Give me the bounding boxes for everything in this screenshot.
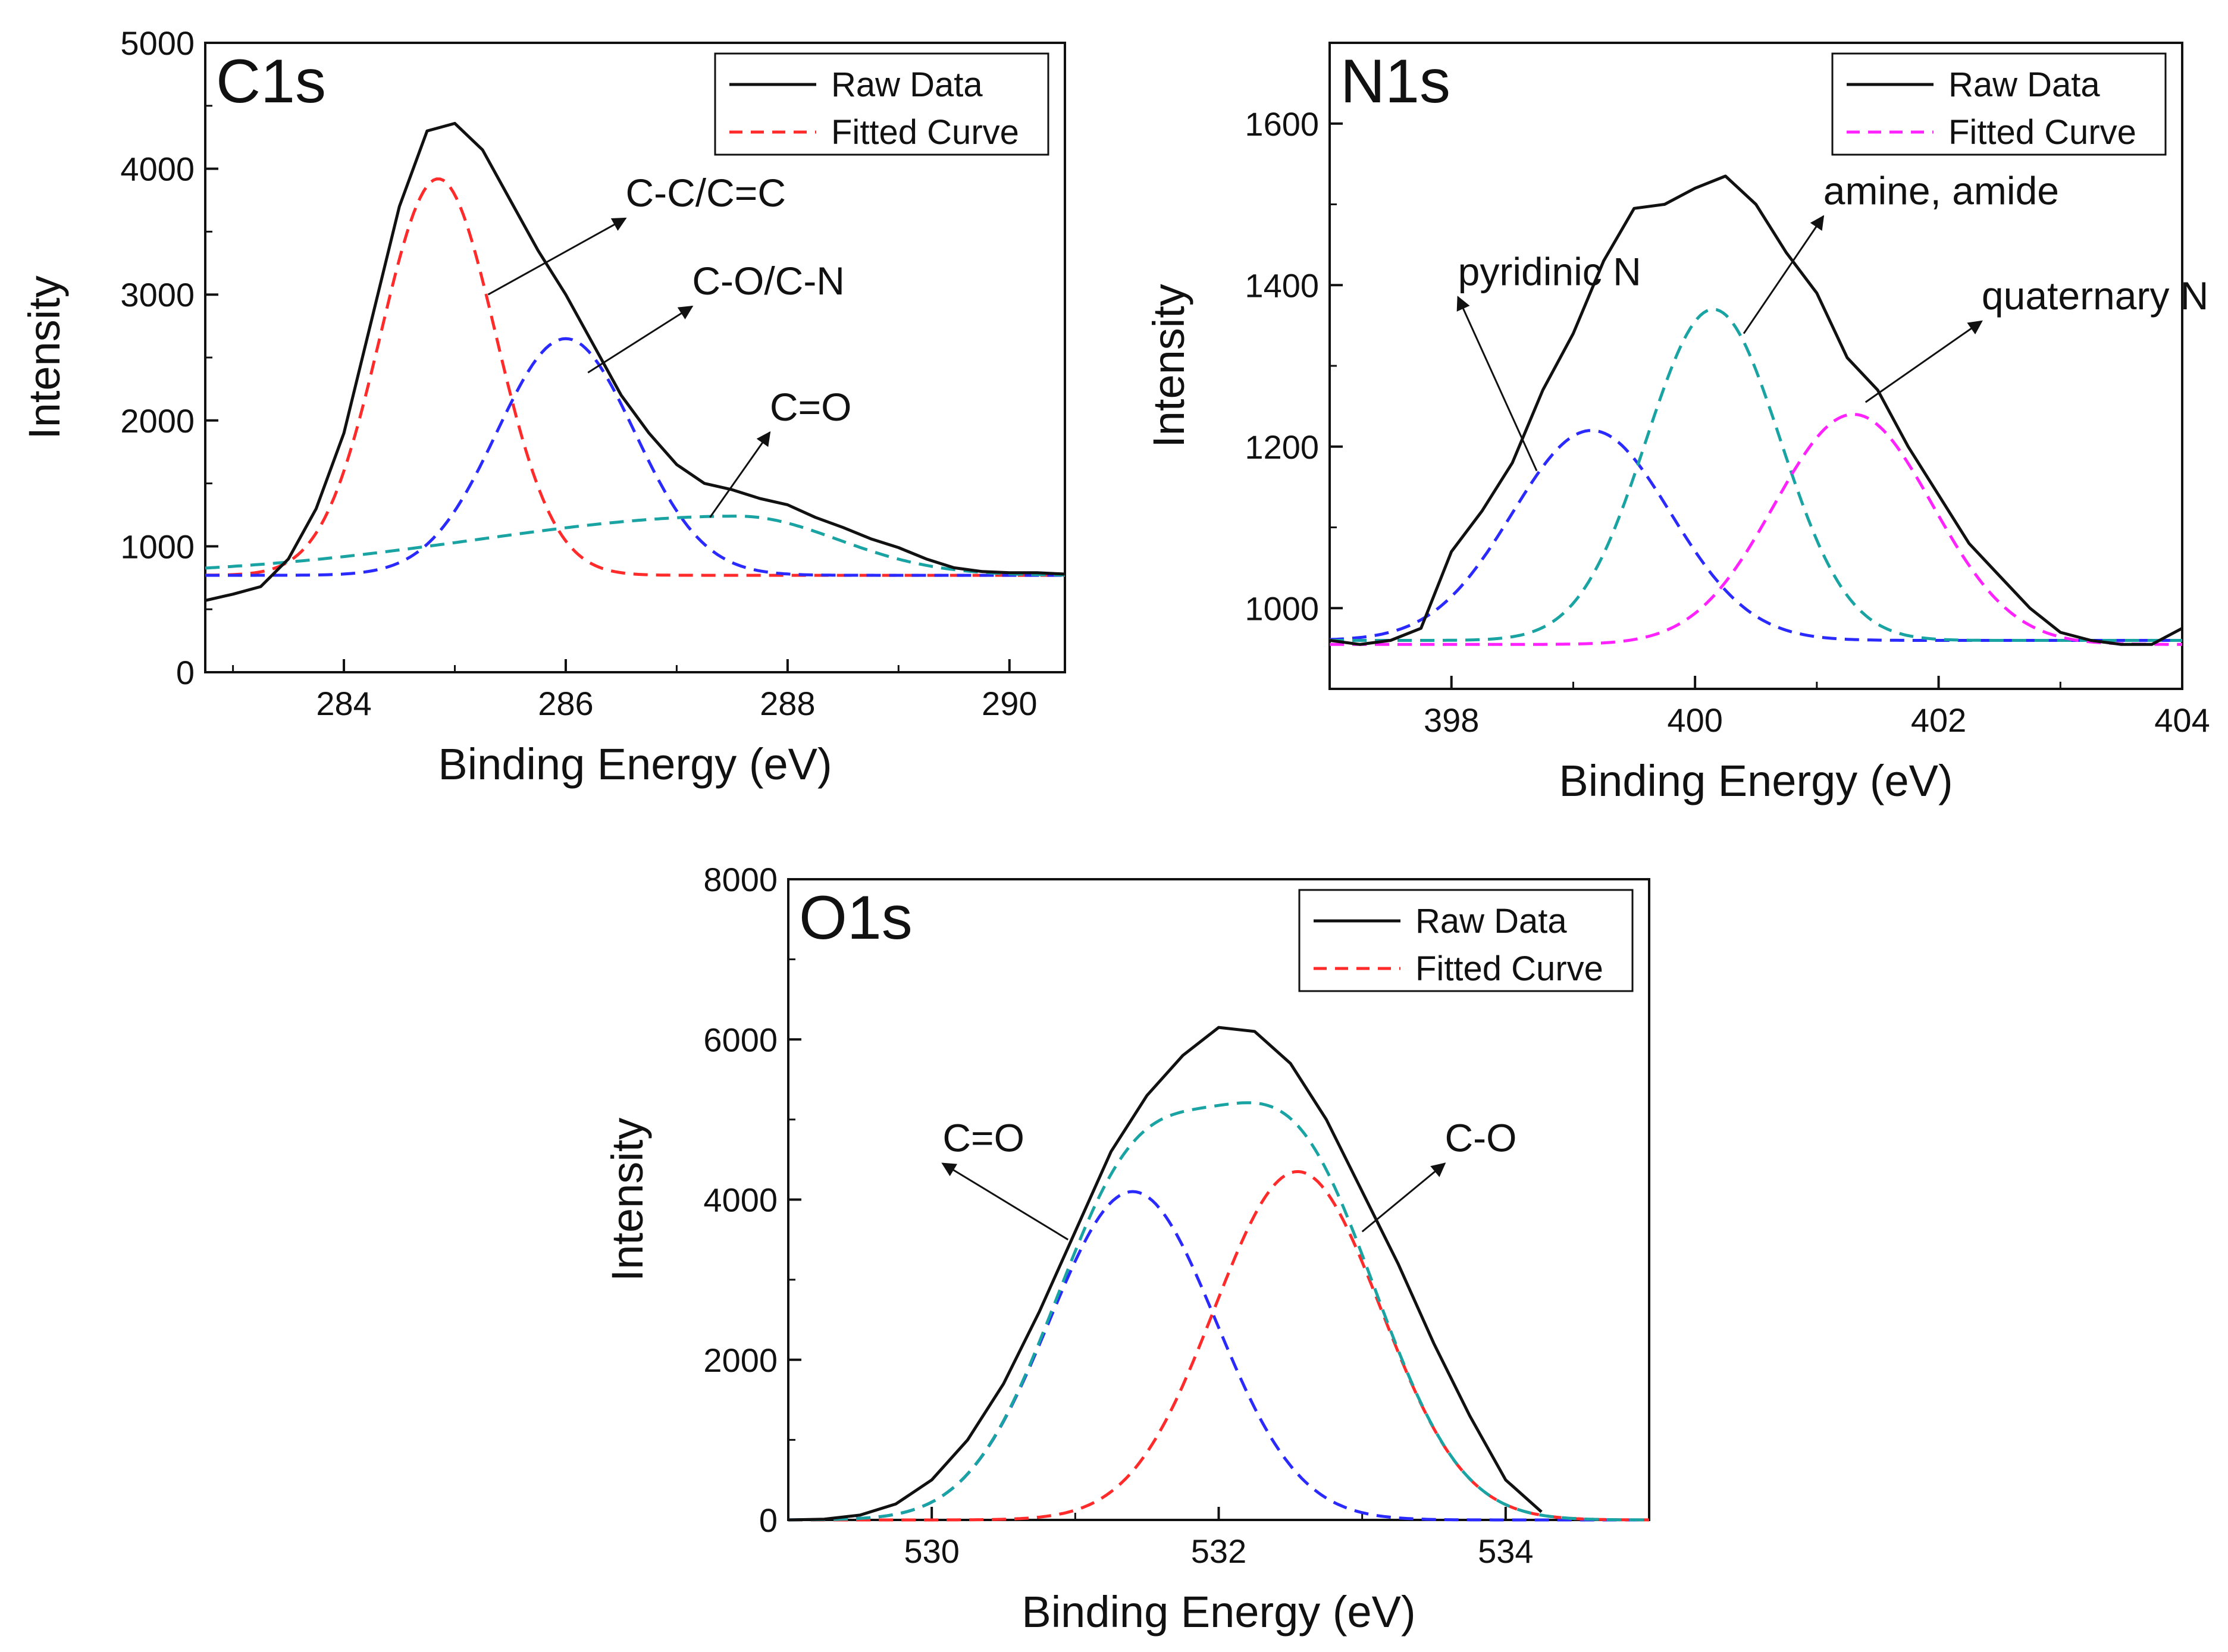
annotation-arrow — [1361, 1162, 1446, 1233]
panel-title: C1s — [216, 47, 326, 116]
annotation-arrow — [1864, 320, 1983, 403]
x-tick-label: 404 — [2154, 701, 2210, 739]
y-tick-label: 2000 — [703, 1341, 778, 1379]
y-tick-label: 1000 — [1245, 590, 1319, 627]
legend-label: Raw Data — [1948, 65, 2100, 104]
x-tick-label: 402 — [1911, 701, 1966, 739]
fit-curve-c-c-c-c — [205, 177, 1065, 577]
fit-curve-amine-amide — [1330, 308, 2182, 642]
x-axis-label: Binding Energy (eV) — [1021, 1587, 1415, 1637]
legend-label: Fitted Curve — [1415, 949, 1603, 988]
panel-c1s: 284 286 288 290 0 1000 2000 3000 4000 5000 Binding… — [20, 24, 1066, 789]
panel-title: O1s — [799, 883, 913, 952]
legend-box — [1831, 52, 2167, 156]
fit-curve-pyridinic-n — [1329, 429, 2182, 642]
y-tick-label: 8000 — [703, 861, 778, 898]
y-axis-label: Intensity — [20, 275, 69, 440]
y-tick-label: 1000 — [120, 528, 195, 565]
annotation-label: amine, amide — [1823, 169, 2059, 213]
legend-box — [714, 52, 1049, 156]
annotation-label: C-O/C-N — [692, 259, 845, 303]
panel-o1s: 530 532 534 0 2000 4000 6000 8000 Binding Energy… — [603, 861, 1650, 1637]
fit-curve-c-o-c-n — [205, 337, 1065, 577]
x-tick-label: 398 — [1424, 701, 1479, 739]
y-tick-label: 4000 — [703, 1181, 778, 1219]
annotation-arrow — [709, 431, 771, 518]
y-tick-label: 1400 — [1245, 267, 1319, 304]
x-tick-label: 286 — [538, 685, 593, 722]
panel-title: N1s — [1340, 47, 1450, 116]
annotation-arrow — [941, 1162, 1069, 1241]
legend-label: Raw Data — [831, 65, 983, 104]
y-tick-label: 0 — [176, 654, 195, 691]
y-axis-label: Intensity — [603, 1118, 652, 1282]
legend-box — [1298, 889, 1634, 992]
legend: Raw Data Fitted Curve — [1831, 52, 2167, 156]
legend: Raw Data Fitted Curve — [1298, 889, 1634, 992]
fit-curve-quaternary-n — [1330, 412, 2182, 646]
y-tick-label: 1600 — [1245, 105, 1319, 143]
y-tick-label: 0 — [759, 1501, 778, 1539]
fit-curve-c-o — [788, 1170, 1649, 1522]
raw-data-line — [788, 1026, 1543, 1522]
x-axis-label: Binding Energy (eV) — [1559, 756, 1953, 805]
x-tick-label: 400 — [1667, 701, 1722, 739]
legend: Raw Data Fitted Curve — [714, 52, 1049, 156]
legend-label: Raw Data — [1415, 902, 1567, 941]
annotation-arrow — [487, 217, 627, 296]
panel-n1s: 398 400 402 404 1000 1200 1400 1600 Binding Ener… — [1144, 42, 2210, 805]
y-tick-label: 3000 — [120, 276, 195, 314]
fit-curve-c-o — [788, 1190, 1649, 1522]
raw-data-line — [205, 121, 1066, 602]
annotation-arrow — [587, 305, 694, 374]
annotation-arrow — [1456, 296, 1538, 472]
legend-label: Fitted Curve — [1948, 113, 2136, 152]
y-axis-label: Intensity — [1144, 284, 1193, 448]
y-tick-label: 4000 — [120, 151, 195, 188]
annotation-label: quaternary N — [1982, 274, 2209, 318]
legend-label: Fitted Curve — [831, 113, 1019, 152]
annotation-label: C=O — [770, 385, 852, 429]
raw-data-line — [1329, 174, 2183, 646]
x-tick-label: 288 — [760, 685, 815, 722]
x-axis-label: Binding Energy (eV) — [438, 739, 832, 789]
x-tick-label: 534 — [1478, 1532, 1533, 1570]
annotation-label: C-O — [1444, 1116, 1516, 1160]
annotation-label: C=O — [942, 1116, 1024, 1160]
x-tick-label: 290 — [982, 685, 1037, 722]
x-tick-label: 284 — [316, 685, 371, 722]
y-tick-label: 2000 — [120, 402, 195, 440]
x-tick-label: 532 — [1191, 1532, 1246, 1570]
annotation-label: pyridinic N — [1458, 249, 1641, 293]
y-tick-label: 5000 — [120, 24, 195, 62]
y-tick-label: 6000 — [703, 1021, 778, 1058]
y-tick-label: 1200 — [1245, 428, 1319, 466]
annotation-arrow — [1743, 215, 1825, 334]
annotation-label: C-C/C=C — [625, 171, 786, 215]
fit-envelope — [788, 1101, 1649, 1522]
x-tick-label: 530 — [904, 1532, 959, 1570]
fit-curve-c-o — [205, 515, 1065, 577]
